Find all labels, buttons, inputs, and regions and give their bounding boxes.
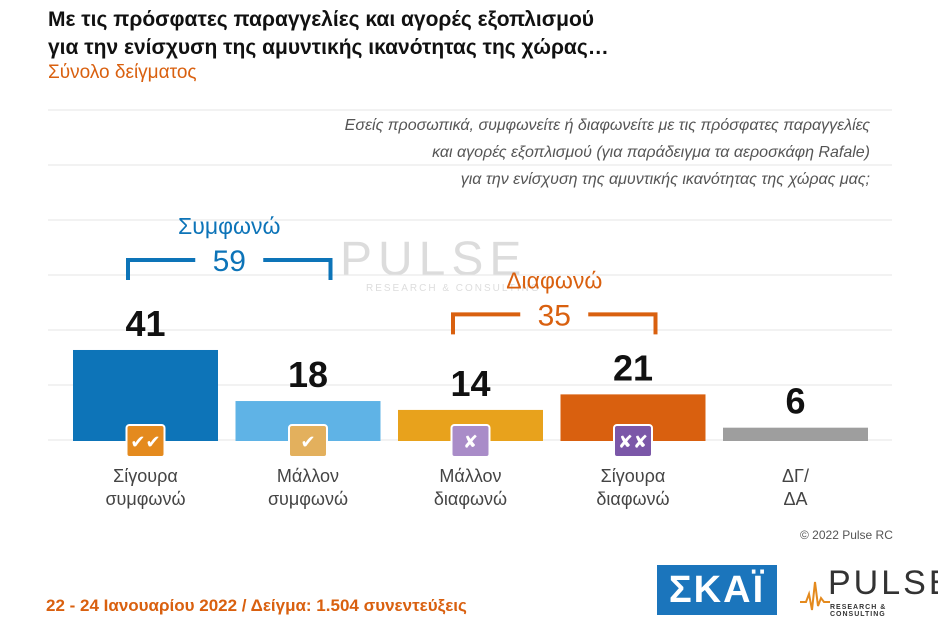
double-cross-icon <box>613 424 653 458</box>
category-label: Σίγουρα <box>113 466 178 486</box>
bar <box>723 427 868 441</box>
footer-date-sample: 22 - 24 Ιανουαρίου 2022 / Δείγμα: 1.504 … <box>46 596 467 615</box>
group-label: Συμφωνώ <box>178 213 280 239</box>
watermark-text: PULSE <box>340 233 528 286</box>
check-icon <box>288 424 328 458</box>
category-label: διαφωνώ <box>596 489 669 509</box>
pulse-spark-icon <box>800 581 830 611</box>
cross-icon <box>450 424 491 458</box>
group-total: 59 <box>213 245 246 278</box>
data-label: 18 <box>288 354 328 395</box>
group-label: Διαφωνώ <box>506 267 602 293</box>
group-bracket-left <box>451 312 521 335</box>
pulse-watermark: PULSE RESEARCH & CONSULTING <box>340 232 541 294</box>
category-label: ΔΑ <box>783 489 807 509</box>
category-label: Μάλλον <box>439 466 501 486</box>
data-label: 41 <box>125 303 165 344</box>
cross-icon-glyph: ✘ <box>463 432 478 453</box>
question-line-1: Εσείς προσωπικά, συμφωνείτε ή διαφωνείτε… <box>344 117 870 134</box>
data-label: 14 <box>450 363 490 404</box>
pulse-logo: PULSE RESEARCH & CONSULTING <box>800 564 938 618</box>
chart-subtitle: Σύνολο δείγματος <box>48 62 197 83</box>
double-cross-icon-glyph: ✘✘ <box>618 432 648 453</box>
skai-logo: ΣΚΑΪ <box>657 565 777 615</box>
category-label: διαφωνώ <box>434 489 507 509</box>
title-line-2: για την ενίσχυση της αμυντικής ικανότητα… <box>48 36 609 59</box>
survey-question: Εσείς προσωπικά, συμφωνείτε ή διαφωνείτε… <box>230 112 870 193</box>
group-bracket-right <box>263 257 333 280</box>
double-check-icon-glyph: ✔✔ <box>130 432 160 453</box>
copyright: © 2022 Pulse RC <box>800 528 893 542</box>
category-label: συμφωνώ <box>105 489 185 509</box>
category-label: συμφωνώ <box>268 489 348 509</box>
title-line-1: Με τις πρόσφατες παραγγελίες και αγορές … <box>48 8 595 31</box>
category-label: Σίγουρα <box>601 466 666 486</box>
group-total: 35 <box>538 299 571 332</box>
watermark-subtext: RESEARCH & CONSULTING <box>366 283 541 294</box>
data-label: 6 <box>785 381 805 422</box>
group-bracket-left <box>126 257 196 280</box>
check-icon-glyph: ✔ <box>300 432 315 453</box>
group-bracket-right <box>588 312 658 335</box>
pulse-logo-text: PULSE <box>828 564 938 602</box>
category-label: ΔΓ/ <box>782 466 809 486</box>
pulse-logo-subtext: RESEARCH & CONSULTING <box>830 604 887 618</box>
category-label: Μάλλον <box>277 466 339 486</box>
chart-title: Με τις πρόσφατες παραγγελίες και αγορές … <box>48 6 609 62</box>
data-label: 21 <box>613 347 653 388</box>
question-line-2: και αγορές εξοπλισμού (για παράδειγμα τα… <box>432 144 870 161</box>
question-line-3: για την ενίσχυση της αμυντικής ικανότητα… <box>460 171 870 188</box>
double-check-icon <box>125 424 166 458</box>
